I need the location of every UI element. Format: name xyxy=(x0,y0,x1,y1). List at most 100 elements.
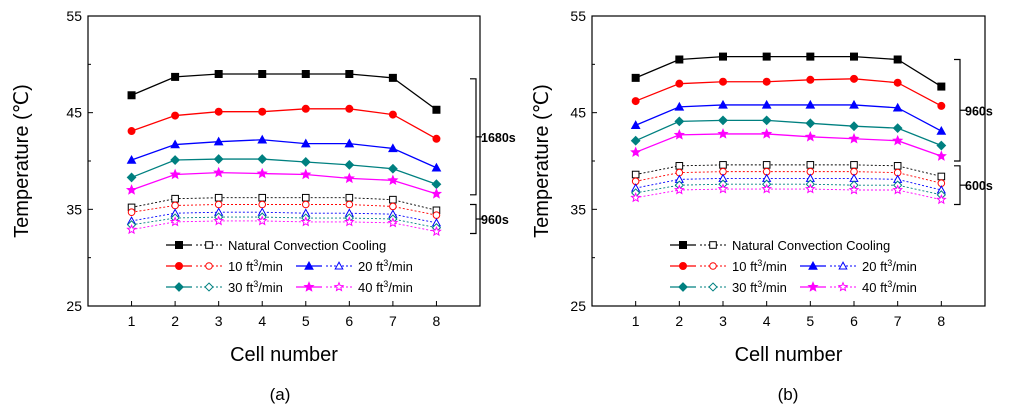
legend-label-part2: /min xyxy=(892,280,917,295)
data-point xyxy=(848,184,860,195)
data-point xyxy=(673,129,685,140)
series-line xyxy=(131,216,437,229)
data-point xyxy=(761,128,773,139)
legend-label-sup: 3 xyxy=(757,258,762,268)
data-point xyxy=(631,73,640,82)
legend-label: 40 ft3/min xyxy=(862,279,917,295)
data-point xyxy=(258,200,267,209)
data-point xyxy=(936,140,947,151)
data-point xyxy=(300,168,312,180)
legend-label-sup: 3 xyxy=(887,279,892,289)
legend-label-sup: 3 xyxy=(383,279,388,289)
data-point xyxy=(169,168,181,180)
data-point xyxy=(762,161,771,169)
data-point xyxy=(301,70,310,78)
series-solid-0 xyxy=(631,52,946,91)
legend-label-part2: /min xyxy=(762,280,787,295)
legend-marker-solid xyxy=(679,241,687,249)
y-axis-label: Temperature (℃) xyxy=(531,84,553,238)
data-point xyxy=(937,172,946,181)
y-tick-label: 55 xyxy=(66,8,82,24)
data-point xyxy=(258,107,267,116)
time-bracket-label: 960s xyxy=(481,213,509,227)
panel-caption: (b) xyxy=(778,385,799,404)
time-bracket xyxy=(470,203,477,235)
data-point xyxy=(345,193,354,202)
data-point xyxy=(762,52,771,61)
x-tick-label: 5 xyxy=(806,313,814,329)
data-point xyxy=(936,194,947,205)
data-point xyxy=(345,104,354,113)
data-point xyxy=(258,193,267,202)
series-solid-0 xyxy=(127,70,441,114)
data-point xyxy=(127,208,136,217)
legend-marker-solid xyxy=(175,241,183,249)
data-point xyxy=(170,155,181,165)
series-solid-2 xyxy=(126,134,442,172)
data-point xyxy=(214,193,223,202)
data-point xyxy=(125,184,138,195)
x-tick-label: 7 xyxy=(894,313,902,329)
legend-label-part: 30 ft xyxy=(732,280,758,295)
legend-label: Natural Convection Cooling xyxy=(732,238,890,253)
x-tick-label: 1 xyxy=(128,313,136,329)
series-line xyxy=(635,78,942,107)
legend-label-part: 40 ft xyxy=(862,280,888,295)
x-tick-label: 6 xyxy=(345,313,353,329)
series-line xyxy=(131,211,437,224)
data-point xyxy=(258,70,267,78)
data-point xyxy=(631,97,640,106)
data-point xyxy=(805,183,816,194)
legend-label-sup: 3 xyxy=(383,258,388,268)
series-line xyxy=(131,220,437,233)
legend-marker-solid xyxy=(808,260,818,270)
legend-label: 40 ft3/min xyxy=(358,279,413,295)
time-bracket xyxy=(954,58,961,162)
data-point xyxy=(848,132,860,144)
data-point xyxy=(675,162,684,170)
legend-marker-hollow xyxy=(709,262,717,270)
legend-marker-solid xyxy=(679,262,687,270)
data-point xyxy=(893,162,902,170)
data-point xyxy=(937,101,946,110)
data-point xyxy=(719,52,727,61)
data-point xyxy=(806,52,815,61)
data-point xyxy=(300,216,312,227)
data-point xyxy=(805,118,816,129)
y-tick-label: 35 xyxy=(570,201,586,217)
data-point xyxy=(937,82,946,91)
legend-marker-hollow xyxy=(838,261,848,270)
legend-label-part2: /min xyxy=(388,280,413,295)
data-point xyxy=(892,123,903,134)
series-line xyxy=(635,183,942,196)
data-point xyxy=(761,99,772,109)
data-point xyxy=(892,134,904,146)
data-point xyxy=(344,216,355,227)
legend-marker-solid xyxy=(175,262,183,270)
data-point xyxy=(892,102,903,112)
series-line xyxy=(635,104,942,132)
data-point xyxy=(387,163,398,174)
data-point xyxy=(213,154,224,164)
data-point xyxy=(214,200,223,209)
data-point xyxy=(432,105,441,114)
y-tick-label: 45 xyxy=(66,105,82,121)
legend-marker-hollow xyxy=(334,261,344,270)
data-point xyxy=(630,146,642,158)
series-line xyxy=(131,108,437,140)
time-bracket xyxy=(470,78,477,196)
series-line xyxy=(131,139,437,169)
data-point xyxy=(301,104,310,113)
legend-label-part: 10 ft xyxy=(228,259,254,274)
data-point xyxy=(804,130,816,142)
data-point xyxy=(127,91,136,100)
x-tick-label: 2 xyxy=(675,313,683,329)
data-point xyxy=(936,125,947,135)
data-point xyxy=(849,99,859,109)
x-tick-label: 8 xyxy=(433,313,441,329)
data-point xyxy=(718,99,728,109)
